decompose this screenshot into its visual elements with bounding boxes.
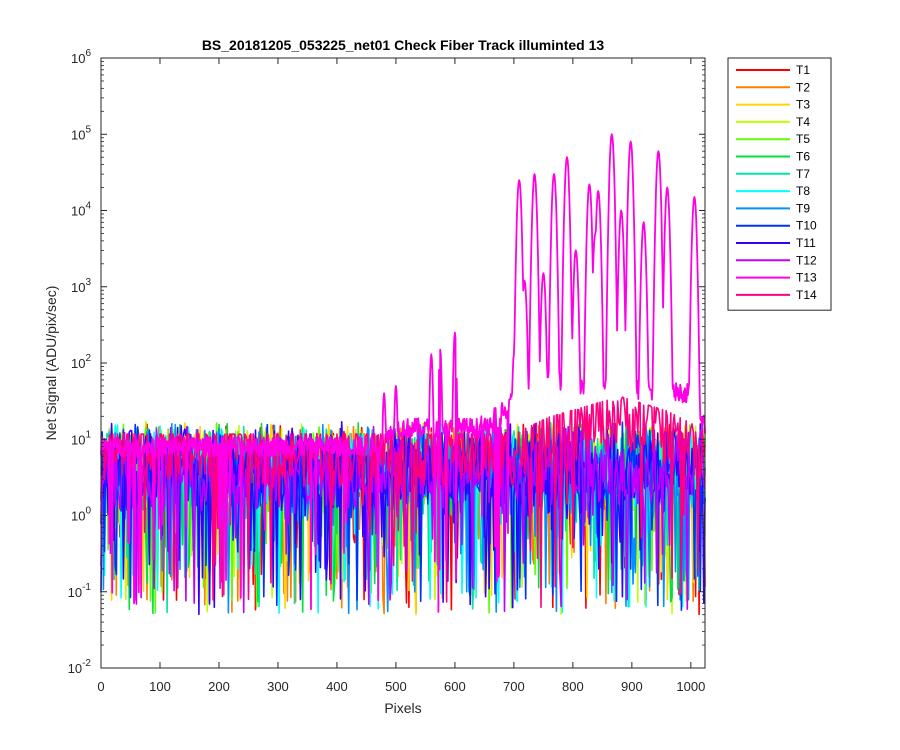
y-tick-label: 103 <box>71 277 91 295</box>
x-tick-label: 600 <box>444 679 466 694</box>
y-tick-label: 101 <box>71 429 91 447</box>
x-axis-title: Pixels <box>384 700 421 716</box>
legend-label-t6: T6 <box>796 150 810 164</box>
x-tick-label: 800 <box>562 679 584 694</box>
series-lines <box>100 133 706 616</box>
y-tick-label: 100 <box>71 506 91 524</box>
y-tick-label: 10-1 <box>68 582 92 600</box>
x-tick-label: 700 <box>503 679 525 694</box>
legend: T1 T2 T3 T4 T5 T6 T7 T8 T9 T10 T11 T12 T13 T14 <box>727 57 832 311</box>
legend-label-t11: T11 <box>796 236 816 250</box>
y-axis-title: Net Signal (ADU/pix/sec) <box>43 286 59 441</box>
legend-label-t9: T9 <box>796 201 810 215</box>
legend-label-t12: T12 <box>796 253 817 267</box>
y-tick-label: 102 <box>71 353 91 371</box>
x-axis: 0 100 200 300 400 500 600 700 800 900 1000 <box>97 58 705 694</box>
legend-label-t3: T3 <box>796 98 810 112</box>
series-line-t13 <box>100 133 706 613</box>
x-tick-label: 1000 <box>676 679 705 694</box>
legend-label-t10: T10 <box>796 219 817 233</box>
legend-label-t14: T14 <box>796 288 817 302</box>
x-tick-label: 100 <box>149 679 171 694</box>
legend-label-t7: T7 <box>796 167 810 181</box>
legend-box <box>727 57 832 311</box>
x-tick-label: 200 <box>208 679 230 694</box>
chart-title: BS_20181205_053225_net01 Check Fiber Tra… <box>202 37 605 53</box>
y-axis: 10-2 10-1 100 101 102 103 104 105 106 <box>68 48 705 676</box>
legend-label-t4: T4 <box>796 115 810 129</box>
y-tick-label: 105 <box>71 124 91 142</box>
x-tick-label: 500 <box>385 679 407 694</box>
x-tick-label: 400 <box>326 679 348 694</box>
y-tick-label: 106 <box>71 48 91 66</box>
legend-label-t1: T1 <box>796 63 810 77</box>
x-tick-label: 0 <box>97 679 104 694</box>
y-tick-label: 10-2 <box>68 658 92 676</box>
legend-label-t13: T13 <box>796 271 817 285</box>
y-tick-label: 104 <box>71 201 91 219</box>
x-tick-label: 300 <box>267 679 289 694</box>
legend-label-t5: T5 <box>796 132 810 146</box>
x-tick-label: 900 <box>621 679 643 694</box>
legend-label-t8: T8 <box>796 184 810 198</box>
legend-label-t2: T2 <box>796 80 810 94</box>
